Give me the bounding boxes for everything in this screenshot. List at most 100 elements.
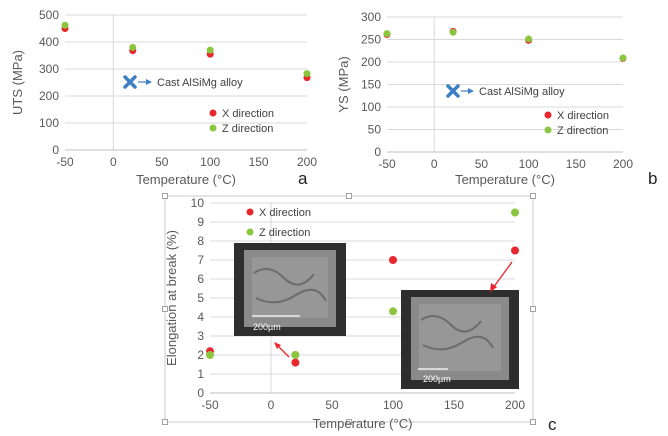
legend-z-direction-marker xyxy=(544,126,552,134)
legend-x-direction-marker xyxy=(246,208,254,216)
y-tick-label: 100 xyxy=(361,100,381,114)
z-direction-point xyxy=(511,208,519,217)
y-tick-label: 7 xyxy=(197,253,204,267)
y-axis-title: YS (MPa) xyxy=(336,56,351,112)
y-tick-label: 5 xyxy=(197,291,204,305)
x-direction-point xyxy=(511,246,519,255)
x-tick-label: 150 xyxy=(249,155,269,169)
pointer-arrow xyxy=(492,261,513,289)
y-tick-label: 300 xyxy=(361,10,381,24)
legend-z-direction-marker xyxy=(209,124,217,132)
cast-alloy-marker xyxy=(123,75,137,89)
frame-handle xyxy=(162,193,168,199)
x-tick-label: 50 xyxy=(475,157,489,171)
fracture-texture xyxy=(420,315,494,351)
z-direction-point xyxy=(291,351,300,359)
y-tick-label: 3 xyxy=(197,329,204,343)
z-direction-point xyxy=(389,307,397,316)
y-tick-label: 300 xyxy=(39,62,59,76)
panel-letter: b xyxy=(648,169,657,188)
y-axis-title: UTS (MPa) xyxy=(10,50,25,115)
legend-x-direction-label: X direction xyxy=(222,108,274,120)
y-tick-label: 6 xyxy=(197,272,204,286)
sem-micrograph-inset: 200µm xyxy=(401,290,519,389)
x-direction-point xyxy=(291,358,300,367)
x-tick-label: 100 xyxy=(383,398,403,412)
z-direction-point xyxy=(206,351,214,359)
z-direction-point xyxy=(525,35,533,43)
y-tick-label: 0 xyxy=(197,386,204,400)
y-tick-label: 500 xyxy=(39,8,59,22)
panel-letter: c xyxy=(548,415,557,434)
x-tick-label: 100 xyxy=(519,157,539,171)
y-tick-label: 9 xyxy=(197,215,204,229)
x-tick-label: 50 xyxy=(325,398,339,412)
legend-x-direction-marker xyxy=(209,109,217,117)
z-direction-point xyxy=(303,70,311,78)
y-tick-label: 0 xyxy=(374,145,381,159)
x-tick-label: -50 xyxy=(201,398,219,412)
z-direction-point xyxy=(383,30,391,38)
y-tick-label: 1 xyxy=(197,367,204,381)
x-tick-label: 200 xyxy=(297,155,317,169)
z-direction-point xyxy=(449,28,457,36)
x-tick-label: -50 xyxy=(56,155,74,169)
z-direction-point xyxy=(129,43,137,51)
legend-x-direction-label: X direction xyxy=(557,110,609,122)
y-tick-label: 50 xyxy=(368,123,382,137)
frame-handle xyxy=(530,306,536,312)
z-direction-point xyxy=(619,54,627,62)
frame-handle xyxy=(530,419,536,425)
cast-alloy-marker xyxy=(446,84,460,98)
y-tick-label: 200 xyxy=(361,55,381,69)
pointer-arrow-head xyxy=(490,283,497,292)
frame-handle xyxy=(530,193,536,199)
x-tick-label: 200 xyxy=(505,398,525,412)
y-tick-label: 10 xyxy=(191,196,205,210)
fracture-surface-highlight xyxy=(419,304,501,371)
z-direction-point xyxy=(206,46,214,54)
y-tick-label: 250 xyxy=(361,33,381,47)
cast-alloy-label: Cast AlSiMg alloy xyxy=(479,86,565,98)
legend-z-direction-marker xyxy=(246,228,254,236)
cast-alloy-arrow-head xyxy=(146,79,152,85)
x-tick-label: 200 xyxy=(613,157,633,171)
x-tick-label: 100 xyxy=(200,155,220,169)
x-axis-title: Temperature (°C) xyxy=(136,172,236,187)
frame-handle xyxy=(346,419,352,425)
y-tick-label: 8 xyxy=(197,234,204,248)
y-tick-label: 150 xyxy=(361,78,381,92)
legend-z-direction-label: Z direction xyxy=(222,123,273,135)
x-tick-label: 0 xyxy=(268,398,275,412)
x-tick-label: 150 xyxy=(566,157,586,171)
y-tick-label: 0 xyxy=(52,143,59,157)
x-tick-label: 0 xyxy=(110,155,117,169)
y-tick-label: 2 xyxy=(197,348,204,362)
legend-x-direction-marker xyxy=(544,111,552,119)
x-tick-label: 0 xyxy=(431,157,438,171)
x-tick-label: 150 xyxy=(444,398,464,412)
y-tick-label: 4 xyxy=(197,310,204,324)
z-direction-point xyxy=(61,21,69,29)
cast-alloy-arrow-head xyxy=(468,88,474,94)
fracture-texture xyxy=(253,268,327,304)
x-direction-point xyxy=(389,256,397,264)
frame-handle xyxy=(162,306,168,312)
scale-bar-label: 200µm xyxy=(253,322,281,332)
panel-letter: a xyxy=(298,169,308,188)
legend-z-direction-label: Z direction xyxy=(259,227,310,239)
fracture-surface-highlight xyxy=(252,257,328,318)
sem-micrograph-inset: 200µm xyxy=(234,243,346,336)
frame-handle xyxy=(346,193,352,199)
scale-bar-label: 200µm xyxy=(423,374,451,384)
x-axis-title: Temperature (°C) xyxy=(455,172,555,187)
frame-handle xyxy=(162,419,168,425)
y-tick-label: 400 xyxy=(39,35,59,49)
x-tick-label: 50 xyxy=(155,155,169,169)
legend-z-direction-label: Z direction xyxy=(557,125,608,137)
x-axis-title: Temperature (°C) xyxy=(313,416,413,431)
y-tick-label: 200 xyxy=(39,89,59,103)
